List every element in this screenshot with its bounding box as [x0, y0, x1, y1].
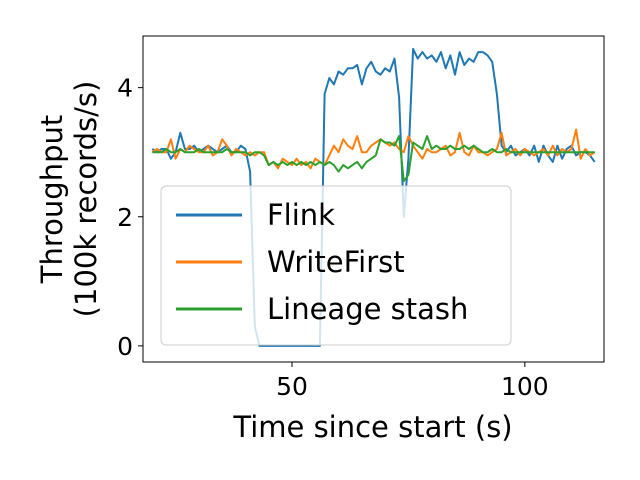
legend-box: [160, 185, 512, 346]
legend-label: WriteFirst: [267, 245, 405, 279]
legend-label: Flink: [267, 198, 335, 232]
y-tick-label: 0: [117, 332, 133, 361]
legend: Flink WriteFirst Lineage stash: [160, 185, 512, 346]
x-tick-label: 100: [501, 372, 549, 401]
plot-frame: [142, 35, 605, 363]
series-line-writefirst: [151, 128, 596, 170]
y-axis-label-line-1: Throughput: [35, 115, 69, 284]
x-axis-label: Time since start (s): [232, 410, 512, 444]
y-tick-label: 4: [117, 74, 133, 103]
x-tick-label: 50: [276, 372, 308, 401]
axes-layer: [142, 35, 605, 363]
tick-layer: 50 100 0 2 4: [117, 74, 549, 401]
legend-label: Lineage stash: [267, 292, 468, 326]
legend-entries: Flink WriteFirst Lineage stash: [176, 198, 468, 326]
y-axis-label-line-2: (100k records/s): [69, 81, 103, 318]
y-tick-label: 2: [117, 203, 133, 232]
series-line-lineage-stash: [152, 135, 595, 183]
plot-layer: [151, 47, 596, 347]
